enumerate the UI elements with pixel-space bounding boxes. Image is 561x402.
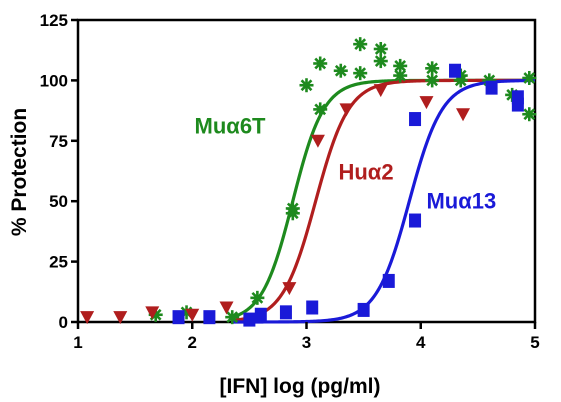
y-tick-label: 50 — [49, 192, 68, 211]
asterisk-center — [429, 65, 435, 71]
data-point-asterisk — [333, 63, 348, 78]
asterisk-center — [429, 77, 435, 83]
data-point-triangle — [339, 103, 354, 117]
y-axis-ticks: 0 25 50 75 100 125 — [40, 11, 78, 332]
data-point-asterisk — [299, 78, 314, 93]
data-point-square — [306, 300, 319, 315]
y-tick-label: 100 — [40, 71, 68, 90]
x-axis-label: [IFN] log (pg/ml) — [220, 375, 381, 398]
data-point-triangle — [373, 84, 388, 98]
asterisk-center — [397, 63, 403, 69]
x-tick-label: 5 — [530, 333, 539, 352]
data-point-triangle — [80, 311, 95, 325]
data-point-asterisk — [353, 37, 368, 52]
data-point-triangle — [419, 96, 434, 110]
asterisk-center — [229, 314, 235, 320]
asterisk-center — [290, 205, 296, 211]
series-label-square: Muα13 — [426, 188, 496, 213]
x-tick-label: 3 — [302, 333, 311, 352]
asterisk-center — [526, 75, 532, 81]
y-axis-label: % Protection — [8, 108, 31, 236]
data-point-triangle — [185, 308, 200, 322]
plot-frame — [76, 18, 537, 324]
data-point-square — [409, 112, 422, 127]
data-point-square — [279, 305, 292, 320]
data-point-asterisk — [522, 70, 537, 85]
data-point-asterisk — [285, 201, 300, 216]
data-point-square — [382, 273, 395, 288]
data-point-asterisk — [373, 41, 388, 56]
data-point-asterisk — [393, 68, 408, 83]
y-tick-label: 125 — [40, 11, 68, 30]
data-point-triangle — [113, 311, 128, 325]
asterisk-center — [304, 82, 309, 88]
data-points — [80, 37, 537, 327]
data-point-asterisk — [225, 310, 240, 325]
asterisk-center — [317, 106, 323, 112]
data-point-asterisk — [393, 58, 408, 73]
data-point-square — [357, 302, 370, 317]
y-tick-label: 75 — [49, 132, 68, 151]
data-point-square — [409, 213, 422, 228]
data-point-asterisk — [522, 107, 537, 122]
asterisk-center — [397, 73, 403, 79]
data-point-square — [449, 63, 462, 78]
series-label-triangle-down: Huα2 — [338, 159, 393, 184]
asterisk-center — [378, 58, 384, 64]
data-point-square — [172, 310, 185, 325]
data-point-triangle — [282, 282, 297, 296]
data-point-square — [511, 97, 524, 112]
asterisk-center — [254, 295, 260, 301]
asterisk-center — [526, 111, 532, 117]
asterisk-center — [357, 70, 363, 76]
data-point-asterisk — [373, 54, 388, 69]
data-point-square — [243, 312, 256, 327]
asterisk-center — [338, 68, 344, 74]
data-point-triangle — [310, 134, 325, 148]
asterisk-center — [357, 41, 363, 47]
data-point-square — [485, 80, 498, 95]
asterisk-center — [458, 77, 464, 83]
data-point-triangle — [456, 108, 471, 122]
data-point-square — [254, 307, 267, 322]
data-point-asterisk — [313, 56, 328, 71]
data-point-square — [203, 310, 216, 325]
y-tick-label: 0 — [59, 313, 68, 332]
data-point-triangle — [219, 301, 234, 315]
x-tick-label: 4 — [416, 333, 426, 352]
data-point-asterisk — [250, 290, 265, 305]
series-label-asterisk: Muα6T — [195, 114, 267, 139]
data-point-asterisk — [425, 73, 440, 88]
data-point-asterisk — [313, 102, 328, 117]
data-point-asterisk — [353, 66, 368, 81]
x-tick-label: 1 — [73, 333, 82, 352]
x-axis-ticks: 1 2 3 4 5 — [73, 322, 540, 352]
data-point-triangle — [145, 306, 160, 320]
x-tick-label: 2 — [188, 333, 197, 352]
series-labels: Muα6T Huα2 Muα13 — [195, 114, 497, 214]
asterisk-center — [378, 46, 384, 52]
y-tick-label: 25 — [49, 253, 68, 272]
data-point-asterisk — [425, 61, 440, 76]
plot-border — [76, 18, 537, 324]
asterisk-center — [317, 60, 323, 66]
